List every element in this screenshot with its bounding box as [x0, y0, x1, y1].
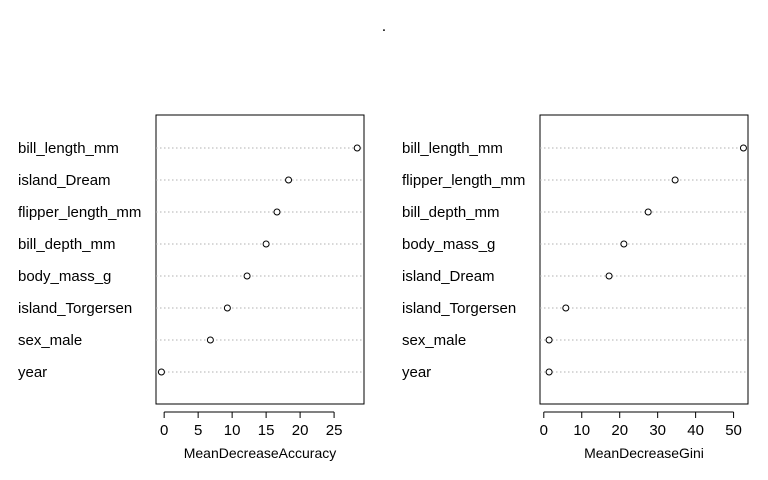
data-point	[605, 272, 613, 280]
variable-label: island_Dream	[18, 172, 111, 189]
variable-label: bill_length_mm	[18, 140, 119, 157]
data-point	[644, 208, 652, 216]
page-title: .	[381, 18, 387, 35]
data-point	[620, 240, 628, 248]
variable-label: body_mass_g	[18, 268, 111, 285]
variable-label: year	[18, 364, 47, 381]
x-tick-label: 20	[611, 422, 628, 439]
variable-label: bill_depth_mm	[402, 204, 500, 221]
data-point	[273, 208, 281, 216]
x-axis-label: MeanDecreaseGini	[584, 445, 704, 461]
data-point	[206, 336, 214, 344]
data-point	[243, 272, 251, 280]
variable-label: bill_depth_mm	[18, 236, 116, 253]
data-point	[223, 304, 231, 312]
variable-label: sex_male	[402, 332, 466, 349]
variable-label: body_mass_g	[402, 236, 495, 253]
variable-label: year	[402, 364, 431, 381]
x-tick-label: 0	[160, 422, 168, 439]
x-tick-label: 5	[194, 422, 202, 439]
data-point	[353, 144, 361, 152]
variable-label: island_Torgersen	[18, 300, 132, 317]
plot-frame	[539, 114, 749, 405]
x-axis-label: MeanDecreaseAccuracy	[184, 445, 337, 461]
variable-label: bill_length_mm	[402, 140, 503, 157]
x-tick-label: 50	[725, 422, 742, 439]
variable-label: flipper_length_mm	[18, 204, 141, 221]
data-point	[545, 336, 553, 344]
x-tick-label: 15	[258, 422, 275, 439]
variable-label: island_Torgersen	[402, 300, 516, 317]
data-point	[545, 368, 553, 376]
variable-label: flipper_length_mm	[402, 172, 525, 189]
x-tick-label: 25	[326, 422, 343, 439]
data-point	[157, 368, 165, 376]
x-tick-label: 10	[573, 422, 590, 439]
x-tick-label: 0	[540, 422, 548, 439]
data-point	[671, 176, 679, 184]
variable-label: sex_male	[18, 332, 82, 349]
data-point	[562, 304, 570, 312]
data-point	[262, 240, 270, 248]
x-tick-label: 20	[292, 422, 309, 439]
plot-frame	[155, 114, 365, 405]
x-tick-label: 30	[649, 422, 666, 439]
variable-label: island_Dream	[402, 268, 495, 285]
x-tick-label: 10	[224, 422, 241, 439]
x-tick-label: 40	[687, 422, 704, 439]
data-point	[739, 144, 747, 152]
data-point	[285, 176, 293, 184]
